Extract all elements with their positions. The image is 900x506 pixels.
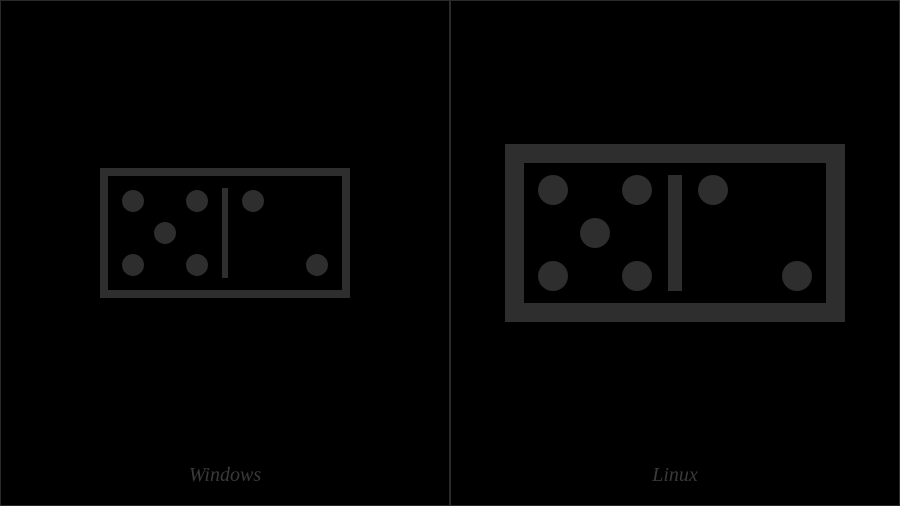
panel-label-windows: Windows <box>189 464 261 487</box>
pip-left-top-left <box>122 190 144 212</box>
pip-left-center <box>154 222 176 244</box>
panel-linux: Linux <box>450 0 900 506</box>
pip-right-bottom-right <box>306 254 328 276</box>
pip-left-center <box>580 218 610 248</box>
pip-left-bottom-left <box>538 261 568 291</box>
domino-divider <box>668 175 682 291</box>
pip-right-bottom-right <box>782 261 812 291</box>
domino-tile-linux <box>505 144 845 322</box>
panel-windows: Windows <box>0 0 450 506</box>
domino-divider <box>222 188 228 278</box>
domino-tile-windows <box>100 168 350 298</box>
pip-left-top-left <box>538 175 568 205</box>
panel-label-linux: Linux <box>652 464 698 487</box>
pip-left-bottom-left <box>122 254 144 276</box>
pip-left-top-right <box>622 175 652 205</box>
pip-right-top-left <box>242 190 264 212</box>
pip-left-top-right <box>186 190 208 212</box>
pip-left-bottom-right <box>186 254 208 276</box>
pip-left-bottom-right <box>622 261 652 291</box>
pip-right-top-left <box>698 175 728 205</box>
